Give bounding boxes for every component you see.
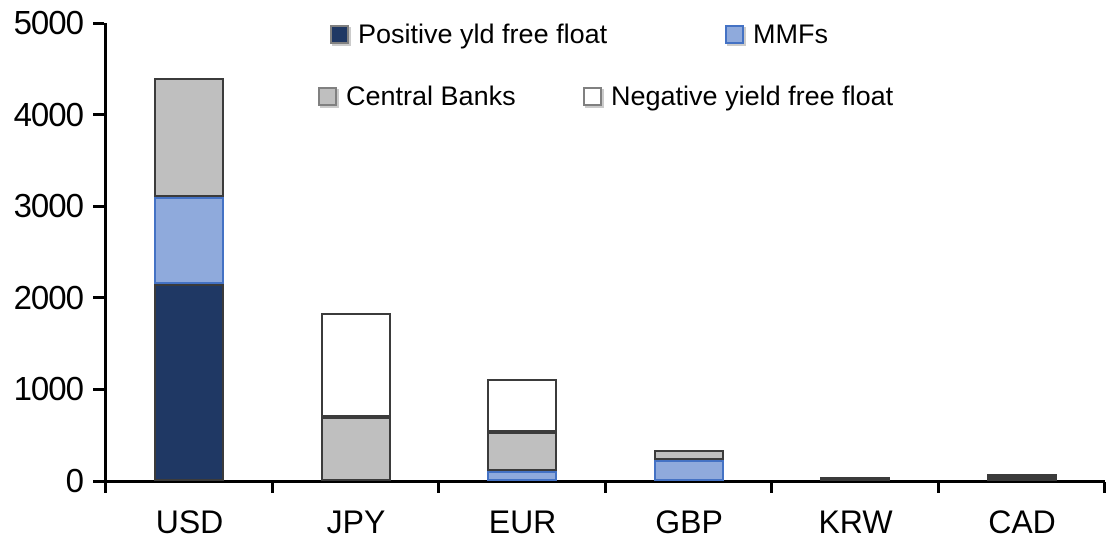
segment-central-banks-cad (986, 474, 1057, 479)
y-tick-mark (93, 296, 104, 300)
legend-item-negative-yield-free-float: Negative yield free float (583, 81, 893, 112)
segment-mmfs-gbp (653, 459, 724, 481)
segment-central-banks-gbp (653, 449, 724, 460)
x-category-label-jpy: JPY (326, 504, 386, 540)
legend-swatch-icon (318, 87, 337, 106)
segment-positive-yld-free-float-krw (820, 476, 891, 481)
segment-central-banks-eur (487, 431, 558, 471)
legend-swatch-icon (583, 87, 602, 106)
segment-central-banks-usd (154, 77, 225, 198)
x-axis-line (104, 480, 1105, 483)
x-tick-mark (1103, 482, 1106, 493)
bar-usd (154, 0, 225, 556)
y-tick-label: 5000 (13, 4, 84, 41)
y-tick-label: 3000 (13, 187, 84, 225)
segment-positive-yld-free-float-usd (154, 284, 225, 481)
y-tick-label: 2000 (13, 278, 84, 316)
x-category-label-gbp: GBP (655, 504, 723, 540)
segment-negative-yield-free-float-eur (487, 379, 558, 432)
x-category-label-usd: USD (155, 504, 224, 540)
bar-eur (487, 0, 558, 556)
x-tick-mark (437, 482, 440, 493)
bar-gbp (653, 0, 724, 556)
bar-cad (986, 0, 1057, 556)
segment-mmfs-usd (154, 197, 225, 285)
bar-krw (820, 0, 891, 556)
x-tick-mark (770, 482, 773, 493)
x-tick-mark (270, 482, 274, 493)
legend-item-central-banks: Central Banks (318, 81, 516, 112)
legend-label: Positive yld free float (358, 19, 608, 49)
y-tick-label: 4000 (13, 95, 84, 133)
legend-label: Negative yield free float (611, 81, 894, 111)
legend-swatch-icon (330, 25, 349, 44)
x-tick-mark (104, 482, 107, 493)
segment-mmfs-eur (487, 470, 558, 481)
y-tick-mark (93, 479, 104, 483)
legend-swatch-icon (725, 25, 744, 44)
x-tick-mark (603, 482, 607, 493)
segment-central-banks-jpy (320, 416, 391, 481)
y-axis-line (104, 23, 107, 483)
legend-label: MMFs (753, 19, 828, 49)
legend-item-mmfs: MMFs (725, 19, 828, 50)
legend-label: Central Banks (346, 81, 516, 111)
y-tick-mark (93, 21, 104, 25)
x-category-label-cad: CAD (988, 504, 1056, 540)
bar-jpy (320, 0, 391, 556)
legend-item-positive-yld-free-float: Positive yld free float (330, 19, 607, 50)
x-tick-mark (936, 482, 940, 493)
segment-negative-yield-free-float-jpy (320, 313, 391, 417)
y-tick-mark (93, 387, 104, 391)
x-category-label-krw: KRW (818, 504, 893, 540)
y-tick-label: 1000 (13, 370, 84, 408)
y-tick-mark (93, 204, 104, 208)
x-category-label-eur: EUR (488, 504, 557, 540)
y-tick-label: 0 (65, 462, 84, 499)
y-tick-mark (93, 113, 104, 117)
